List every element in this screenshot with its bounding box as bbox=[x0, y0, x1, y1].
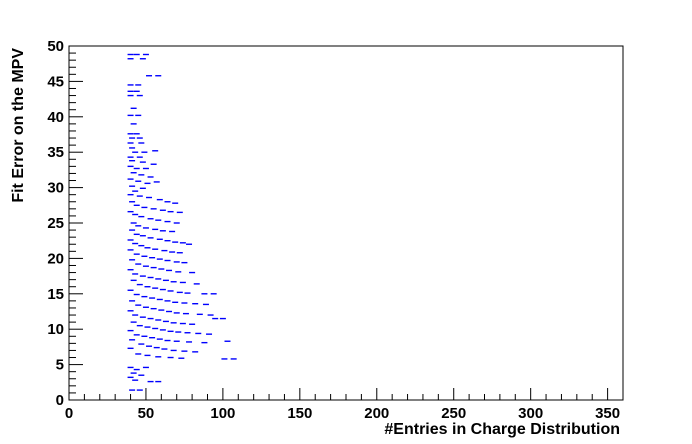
y-tick-label: 30 bbox=[47, 180, 64, 197]
y-tick-label: 10 bbox=[47, 321, 64, 338]
x-tick-label: 300 bbox=[518, 405, 543, 422]
x-tick-label: 50 bbox=[138, 405, 155, 422]
y-tick-label: 45 bbox=[47, 73, 64, 90]
y-tick-label: 50 bbox=[47, 38, 64, 55]
data-points bbox=[127, 53, 237, 391]
x-axis-title: #Entries in Charge Distribution bbox=[384, 421, 620, 438]
x-axis-ticks: 0 50 100 150 200 250 300 350 bbox=[65, 388, 624, 422]
y-tick-label: 35 bbox=[47, 144, 64, 161]
y-axis-ticks: 0 5 10 15 20 25 30 35 40 45 50 bbox=[47, 38, 83, 409]
y-tick-label: 25 bbox=[47, 215, 64, 232]
y-tick-label: 40 bbox=[47, 109, 64, 126]
x-tick-label: 150 bbox=[287, 405, 312, 422]
y-tick-label: 5 bbox=[56, 357, 64, 374]
y-axis-title: Fit Error on the MPV bbox=[10, 48, 27, 203]
x-tick-label: 100 bbox=[210, 405, 235, 422]
y-tick-label: 0 bbox=[56, 392, 64, 409]
y-tick-label: 20 bbox=[47, 250, 64, 267]
x-tick-label: 0 bbox=[65, 405, 73, 422]
plot-frame bbox=[68, 45, 624, 401]
x-tick-label: 200 bbox=[364, 405, 389, 422]
x-tick-label: 250 bbox=[441, 405, 466, 422]
y-tick-label: 15 bbox=[47, 286, 64, 303]
x-tick-label: 350 bbox=[595, 405, 620, 422]
